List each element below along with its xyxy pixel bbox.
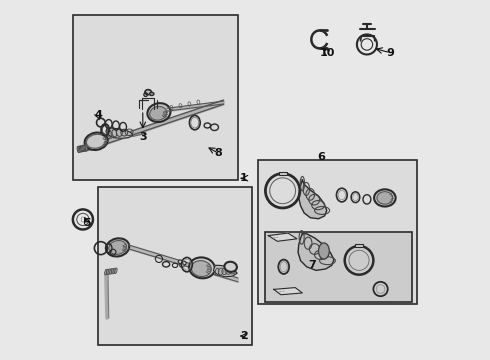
- Ellipse shape: [108, 269, 110, 275]
- Ellipse shape: [224, 262, 237, 272]
- Bar: [265, 232, 412, 302]
- Ellipse shape: [147, 103, 171, 122]
- Text: 3: 3: [139, 132, 147, 142]
- Ellipse shape: [82, 145, 84, 152]
- Ellipse shape: [182, 261, 186, 265]
- Ellipse shape: [318, 243, 329, 259]
- Ellipse shape: [149, 107, 167, 120]
- Polygon shape: [269, 233, 297, 241]
- Ellipse shape: [78, 146, 80, 152]
- Polygon shape: [299, 180, 327, 219]
- Polygon shape: [106, 128, 133, 138]
- Ellipse shape: [111, 269, 114, 274]
- Bar: [355, 244, 364, 247]
- Ellipse shape: [149, 92, 154, 95]
- Ellipse shape: [106, 238, 129, 257]
- Ellipse shape: [85, 132, 108, 150]
- Ellipse shape: [105, 269, 107, 275]
- Text: 1: 1: [240, 173, 248, 183]
- Text: 4: 4: [94, 111, 102, 121]
- Ellipse shape: [377, 192, 393, 204]
- Ellipse shape: [189, 257, 215, 278]
- Text: 10: 10: [320, 48, 335, 58]
- Text: 5: 5: [83, 218, 91, 228]
- Ellipse shape: [180, 264, 184, 267]
- Ellipse shape: [113, 268, 116, 274]
- Polygon shape: [214, 265, 237, 277]
- Ellipse shape: [77, 146, 79, 153]
- Ellipse shape: [110, 269, 112, 274]
- Text: 2: 2: [240, 331, 248, 341]
- Ellipse shape: [109, 240, 126, 254]
- Ellipse shape: [191, 261, 211, 276]
- Ellipse shape: [106, 269, 109, 275]
- Bar: [279, 172, 287, 175]
- Text: 9: 9: [386, 48, 394, 58]
- Ellipse shape: [178, 260, 183, 264]
- Bar: [98, 187, 252, 345]
- Ellipse shape: [145, 90, 151, 95]
- Polygon shape: [298, 234, 334, 270]
- Ellipse shape: [80, 145, 83, 152]
- Ellipse shape: [83, 145, 85, 152]
- Polygon shape: [274, 288, 302, 295]
- Ellipse shape: [84, 145, 86, 151]
- Text: 7: 7: [309, 260, 316, 270]
- Ellipse shape: [374, 189, 395, 207]
- Text: 6: 6: [317, 152, 325, 162]
- Ellipse shape: [79, 146, 82, 152]
- Bar: [73, 15, 238, 180]
- Ellipse shape: [85, 145, 87, 151]
- Bar: [258, 160, 417, 304]
- Ellipse shape: [115, 268, 117, 274]
- Text: 8: 8: [214, 148, 222, 158]
